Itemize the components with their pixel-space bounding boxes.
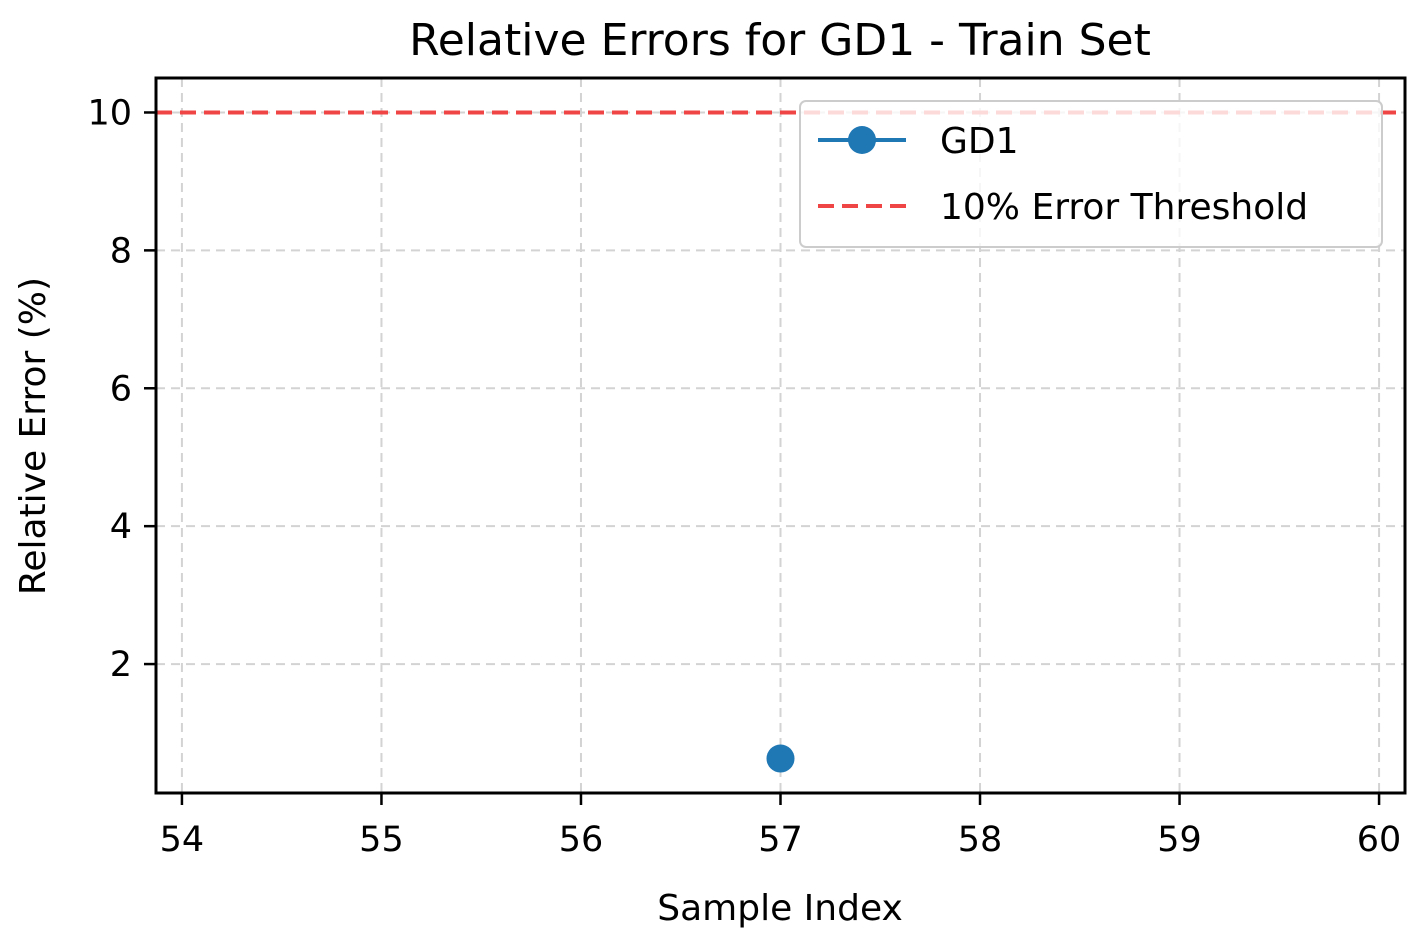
x-tick-label: 59 bbox=[1157, 820, 1202, 860]
x-tick-label: 58 bbox=[958, 820, 1003, 860]
y-tick-label: 6 bbox=[110, 369, 132, 409]
x-tick-label: 54 bbox=[160, 820, 205, 860]
y-axis-label: Relative Error (%) bbox=[13, 277, 54, 595]
data-point bbox=[766, 744, 795, 773]
x-tick-label: 56 bbox=[559, 820, 604, 860]
x-tick-label: 57 bbox=[758, 820, 803, 860]
legend-label: GD1 bbox=[940, 121, 1019, 162]
y-tick-label: 4 bbox=[110, 507, 132, 547]
x-tick-label: 60 bbox=[1357, 820, 1402, 860]
y-tick-label: 8 bbox=[110, 231, 132, 271]
y-tick-label: 2 bbox=[110, 645, 132, 685]
x-axis-ticks: 54 55 56 57 58 59 60 bbox=[160, 793, 1402, 860]
legend-label: 10% Error Threshold bbox=[940, 187, 1308, 228]
y-axis-ticks: 2 4 6 8 10 bbox=[87, 93, 156, 685]
legend-box bbox=[799, 100, 1383, 248]
chart-title: Relative Errors for GD1 - Train Set bbox=[409, 15, 1151, 66]
x-axis-label: Sample Index bbox=[657, 888, 903, 929]
legend: GD1 10% Error Threshold bbox=[799, 100, 1383, 248]
series bbox=[766, 744, 795, 773]
y-tick-label: 10 bbox=[87, 93, 132, 133]
x-tick-label: 55 bbox=[359, 820, 404, 860]
legend-marker bbox=[848, 126, 876, 154]
